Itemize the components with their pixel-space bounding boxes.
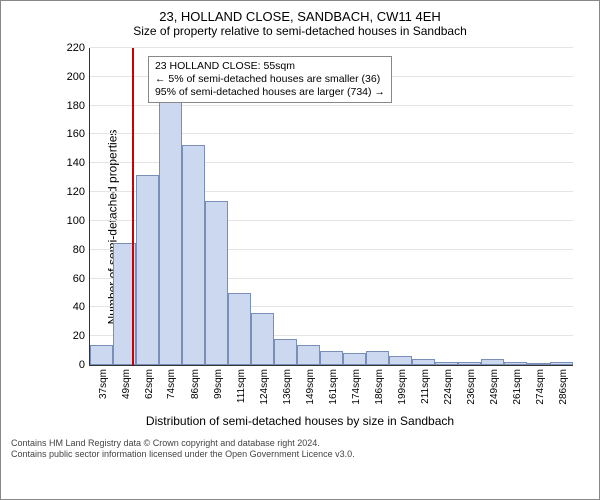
- y-tick-label: 40: [73, 301, 90, 313]
- histogram-bar: [90, 345, 113, 365]
- x-axis-label: Distribution of semi-detached houses by …: [11, 414, 589, 428]
- histogram-bar: [274, 339, 297, 365]
- y-tick-label: 100: [67, 215, 90, 227]
- legend-line2: ← 5% of semi-detached houses are smaller…: [155, 73, 385, 86]
- histogram-bar: [228, 293, 251, 365]
- y-tick-label: 80: [73, 244, 90, 256]
- x-tick-label: 199sqm: [397, 365, 408, 405]
- x-tick-label: 37sqm: [98, 365, 109, 399]
- histogram-bar: [182, 145, 205, 365]
- y-tick-label: 0: [79, 359, 90, 371]
- x-tick-label: 236sqm: [466, 365, 477, 405]
- x-tick-label: 186sqm: [374, 365, 385, 405]
- footer-line2: Contains public sector information licen…: [11, 449, 589, 460]
- histogram-bar: [343, 353, 366, 365]
- x-tick-label: 261sqm: [512, 365, 523, 405]
- y-tick-label: 160: [67, 128, 90, 140]
- histogram-bar: [320, 351, 343, 365]
- x-tick-label: 174sqm: [351, 365, 362, 405]
- y-tick-label: 200: [67, 71, 90, 83]
- y-tick-label: 120: [67, 186, 90, 198]
- x-tick-label: 161sqm: [328, 365, 339, 405]
- x-tick-label: 62sqm: [144, 365, 155, 399]
- x-tick-label: 211sqm: [420, 365, 431, 404]
- y-tick-label: 20: [73, 330, 90, 342]
- title-sub: Size of property relative to semi-detach…: [11, 24, 589, 38]
- chart-area: Number of semi-detached properties 02040…: [59, 42, 579, 412]
- histogram-bar: [366, 351, 389, 365]
- legend-box: 23 HOLLAND CLOSE: 55sqm← 5% of semi-deta…: [148, 56, 392, 103]
- title-main: 23, HOLLAND CLOSE, SANDBACH, CW11 4EH: [11, 9, 589, 24]
- x-tick-label: 274sqm: [535, 365, 546, 405]
- x-tick-label: 124sqm: [259, 365, 270, 405]
- histogram-bar: [297, 345, 320, 365]
- y-tick-label: 180: [67, 100, 90, 112]
- y-tick-label: 60: [73, 273, 90, 285]
- x-tick-label: 99sqm: [213, 365, 224, 399]
- x-tick-label: 86sqm: [190, 365, 201, 399]
- legend-line3: 95% of semi-detached houses are larger (…: [155, 86, 385, 99]
- x-tick-label: 149sqm: [305, 365, 316, 405]
- x-tick-label: 224sqm: [443, 365, 454, 405]
- y-tick-label: 220: [67, 42, 90, 54]
- histogram-bar: [205, 201, 228, 365]
- x-tick-label: 286sqm: [558, 365, 569, 405]
- histogram-bar: [389, 356, 412, 365]
- footer-attribution: Contains HM Land Registry data © Crown c…: [11, 438, 589, 460]
- x-tick-label: 111sqm: [236, 365, 247, 403]
- plot-region: 02040608010012014016018020022037sqm49sqm…: [89, 48, 573, 366]
- x-tick-label: 74sqm: [166, 365, 177, 399]
- legend-line1: 23 HOLLAND CLOSE: 55sqm: [155, 60, 385, 73]
- histogram-bar: [159, 100, 182, 365]
- histogram-bar: [136, 175, 159, 365]
- gridline: [90, 47, 573, 48]
- x-tick-label: 49sqm: [121, 365, 132, 399]
- footer-line1: Contains HM Land Registry data © Crown c…: [11, 438, 589, 449]
- x-tick-label: 136sqm: [282, 365, 293, 405]
- histogram-bar: [251, 313, 274, 365]
- y-tick-label: 140: [67, 157, 90, 169]
- chart-container: 23, HOLLAND CLOSE, SANDBACH, CW11 4EH Si…: [0, 0, 600, 500]
- property-marker-line: [132, 48, 134, 365]
- x-tick-label: 249sqm: [489, 365, 500, 405]
